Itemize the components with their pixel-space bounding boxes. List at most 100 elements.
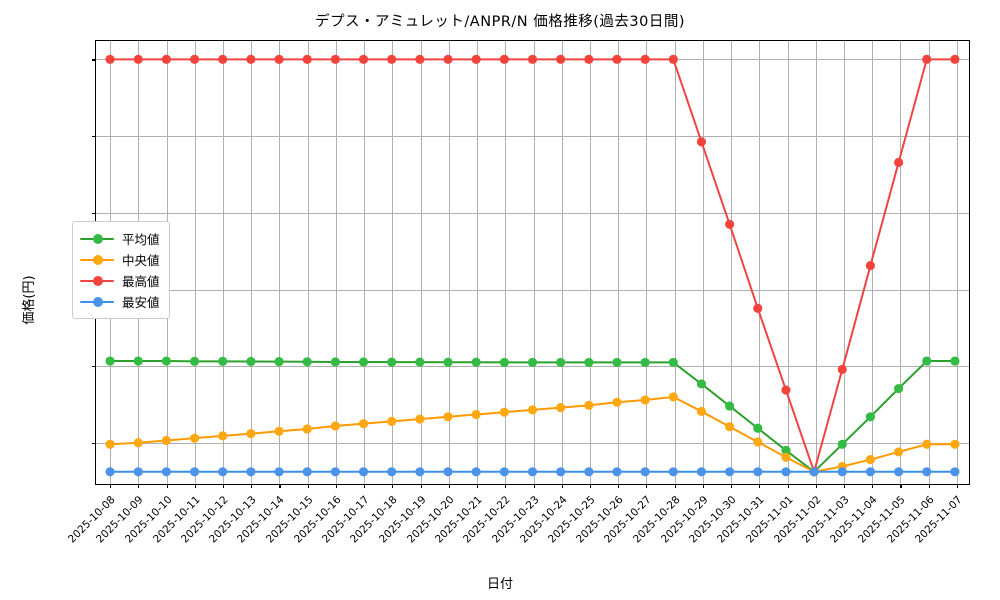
legend-item[interactable]: 最高値 [80, 270, 160, 291]
data-point-marker [894, 383, 904, 394]
x-tick-mark [872, 484, 874, 488]
data-point-marker [556, 403, 566, 413]
x-gridline [505, 41, 507, 484]
data-point-marker [133, 356, 143, 366]
data-point-marker [415, 467, 425, 477]
data-point-marker [668, 392, 678, 402]
y-gridline [96, 289, 969, 291]
y-gridline [96, 136, 969, 138]
data-point-marker [105, 54, 115, 64]
y-gridline [96, 443, 969, 445]
data-point-marker [105, 356, 115, 366]
data-point-marker [499, 54, 509, 64]
x-tick-mark [561, 484, 563, 488]
legend-swatch-icon [80, 275, 114, 287]
data-point-marker [302, 54, 312, 64]
x-tick-mark [900, 484, 902, 488]
data-point-marker [725, 401, 735, 411]
legend-item[interactable]: 最安値 [80, 291, 160, 312]
data-point-marker [499, 407, 509, 417]
x-gridline [364, 41, 366, 484]
data-point-marker [330, 54, 340, 64]
chart-title: デプス・アミュレット/ANPR/N 価格推移(過去30日間) [315, 14, 685, 30]
x-tick-mark [815, 484, 817, 488]
x-tick-mark [110, 484, 112, 488]
x-tick-mark [251, 484, 253, 488]
legend-dot-icon [92, 275, 103, 286]
x-tick-mark [448, 484, 450, 488]
data-point-marker [358, 357, 369, 367]
legend-item[interactable]: 平均値 [80, 228, 160, 249]
x-gridline [815, 41, 817, 484]
x-tick-mark [335, 484, 337, 488]
y-tick-mark [92, 443, 96, 445]
x-tick-mark [420, 484, 422, 488]
y-tick-mark [92, 212, 96, 214]
x-gridline [335, 41, 337, 484]
data-point-marker [161, 435, 171, 446]
x-gridline [392, 41, 394, 484]
data-point-marker [246, 429, 256, 439]
data-point-marker [105, 439, 115, 449]
x-gridline [448, 41, 450, 484]
data-point-marker [696, 406, 707, 417]
data-point-marker [387, 357, 397, 367]
y-axis-label: 価格(円) [22, 275, 38, 325]
data-point-marker [133, 438, 143, 448]
data-point-marker [725, 219, 735, 229]
data-point-marker [725, 422, 735, 432]
data-point-marker [443, 412, 453, 422]
data-point-marker [527, 467, 538, 477]
legend-swatch-icon [80, 296, 114, 308]
x-axis-label: 日付 [486, 577, 513, 592]
x-tick-mark [787, 484, 789, 488]
x-tick-mark [505, 484, 507, 488]
data-point-marker [387, 467, 397, 477]
data-point-marker [950, 467, 960, 477]
data-point-marker [302, 357, 312, 367]
data-point-marker [922, 54, 932, 64]
y-tick-mark [92, 366, 96, 368]
legend-swatch-icon [80, 254, 114, 266]
legend-item[interactable]: 中央値 [80, 249, 160, 270]
y-gridline [96, 212, 969, 214]
data-point-marker [922, 356, 932, 366]
x-tick-mark [279, 484, 281, 488]
data-point-marker [471, 357, 481, 367]
data-point-marker [668, 467, 678, 477]
data-point-marker [696, 379, 707, 389]
series-lines [105, 54, 960, 477]
x-tick-mark [138, 484, 140, 488]
data-point-marker [781, 385, 791, 395]
data-point-marker [865, 412, 876, 422]
data-point-marker [696, 467, 707, 477]
x-tick-mark [731, 484, 733, 488]
data-point-marker [415, 414, 425, 424]
x-gridline [674, 41, 676, 484]
data-point-marker [696, 137, 707, 147]
data-point-marker [133, 54, 143, 64]
data-point-marker [612, 357, 622, 367]
x-gridline [787, 41, 789, 484]
data-point-marker [161, 54, 171, 64]
x-gridline [956, 41, 958, 484]
data-point-marker [584, 357, 594, 367]
data-point-marker [274, 467, 284, 477]
data-point-marker [894, 157, 904, 168]
x-gridline [307, 41, 309, 484]
data-point-marker [556, 357, 566, 367]
x-tick-mark [589, 484, 592, 488]
data-point-marker [471, 409, 481, 420]
y-tick-mark [92, 136, 96, 138]
data-point-marker [781, 452, 791, 462]
x-gridline [194, 41, 196, 484]
data-point-marker [556, 467, 566, 477]
x-tick-mark [702, 484, 704, 488]
chart-legend: 平均値 中央値 最高値 最安値 [72, 221, 170, 319]
data-point-marker [218, 356, 228, 366]
data-point-marker [189, 54, 200, 64]
data-point-marker [612, 467, 622, 477]
x-gridline [420, 41, 422, 484]
data-point-marker [753, 437, 763, 447]
